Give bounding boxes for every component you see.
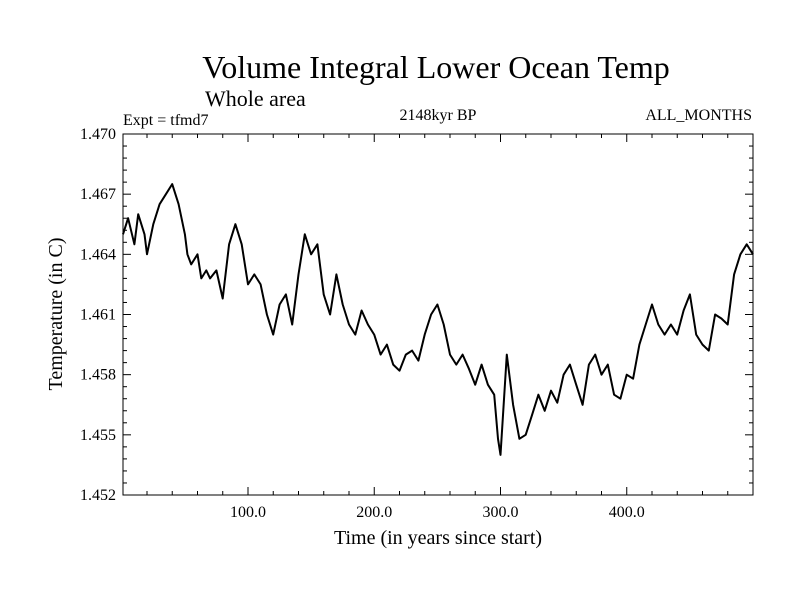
y-tick-label: 1.464 (80, 246, 116, 263)
plot-frame (122, 133, 754, 496)
y-axis-tick-labels: 1.452 1.455 1.458 1.461 1.464 1.467 1.470 (80, 126, 116, 504)
y-tick-label: 1.452 (80, 487, 116, 504)
x-tick-label: 200.0 (356, 504, 392, 521)
chart-subtitle: Whole area (205, 86, 306, 111)
y-tick-label: 1.467 (80, 186, 116, 203)
y-tick-label: 1.461 (80, 307, 116, 324)
x-axis-ticks (146, 134, 729, 495)
series-line-tfmd7 (122, 183, 754, 456)
x-tick-label: 400.0 (609, 504, 645, 521)
x-axis-tick-labels: 100.0 200.0 300.0 400.0 (230, 504, 645, 521)
y-axis-ticks (123, 133, 753, 496)
months-label: ALL_MONTHS (645, 107, 752, 124)
x-tick-label: 100.0 (230, 504, 266, 521)
experiment-label: Expt = tfmd7 (123, 112, 208, 129)
y-tick-label: 1.458 (80, 367, 116, 384)
period-label: 2148kyr BP (400, 107, 477, 124)
x-tick-label: 300.0 (482, 504, 518, 521)
y-tick-label: 1.470 (80, 126, 116, 143)
chart-title: Volume Integral Lower Ocean Temp (202, 49, 670, 85)
y-tick-label: 1.455 (80, 427, 116, 444)
y-axis-label: Temperature (in C) (45, 238, 67, 391)
x-axis-label: Time (in years since start) (334, 527, 542, 549)
